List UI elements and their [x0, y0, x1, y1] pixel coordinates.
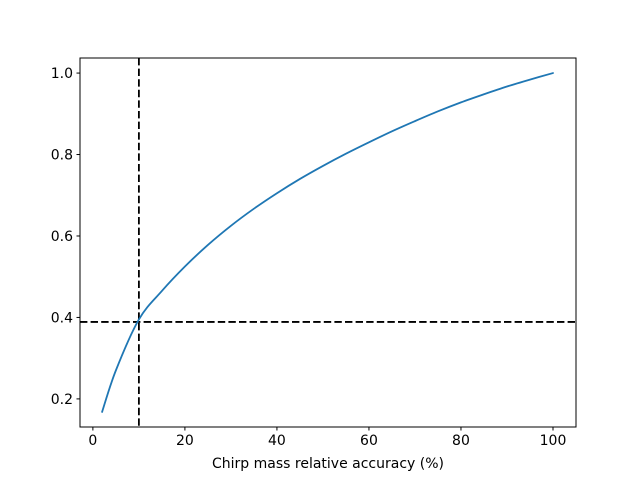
y-tick-label: 0.2 [51, 392, 73, 408]
y-tick-label: 0.4 [51, 310, 73, 326]
x-tick-label: 80 [452, 433, 470, 449]
data-curve [101, 72, 554, 413]
x-tick-label: 20 [176, 433, 194, 449]
x-tick-label: 0 [88, 433, 97, 449]
plot-border [79, 57, 577, 428]
axes-background [80, 58, 576, 427]
x-axis-label: Chirp mass relative accuracy (%) [212, 456, 444, 472]
y-tick-label: 1.0 [51, 66, 73, 82]
x-tick-label: 100 [540, 433, 567, 449]
x-tick-label: 40 [268, 433, 286, 449]
x-tick-label: 60 [360, 433, 378, 449]
y-tick-label: 0.8 [51, 148, 73, 164]
y-tick-label: 0.6 [51, 229, 73, 245]
